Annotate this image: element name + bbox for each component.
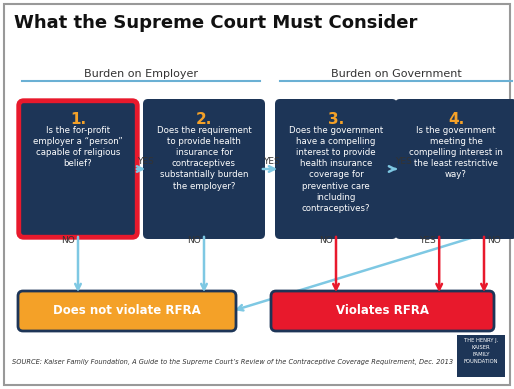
Text: 2.: 2. [196, 112, 212, 127]
Text: 3.: 3. [328, 112, 344, 127]
Text: Does the requirement
to provide health
insurance for
contraceptives
substantiall: Does the requirement to provide health i… [157, 126, 251, 191]
FancyBboxPatch shape [19, 101, 137, 237]
Text: YES: YES [419, 236, 436, 245]
FancyBboxPatch shape [275, 99, 397, 239]
Text: NO: NO [61, 236, 75, 245]
Text: NO: NO [487, 236, 501, 245]
Text: THE HENRY J.
KAISER
FAMILY
FOUNDATION: THE HENRY J. KAISER FAMILY FOUNDATION [464, 338, 498, 364]
Text: What the Supreme Court Must Consider: What the Supreme Court Must Consider [14, 14, 417, 32]
FancyBboxPatch shape [4, 4, 510, 385]
Text: YES: YES [395, 157, 412, 166]
Text: Is the for-profit
employer a “person”
capable of religious
belief?: Is the for-profit employer a “person” ca… [33, 126, 123, 168]
Text: YES: YES [137, 157, 154, 166]
Text: Burden on Government: Burden on Government [331, 69, 462, 79]
FancyBboxPatch shape [18, 291, 236, 331]
Text: NO: NO [187, 236, 201, 245]
Text: NO: NO [319, 236, 333, 245]
FancyBboxPatch shape [395, 99, 514, 239]
Text: YES: YES [263, 157, 280, 166]
Text: Violates RFRA: Violates RFRA [336, 305, 429, 317]
FancyBboxPatch shape [143, 99, 265, 239]
Text: 4.: 4. [448, 112, 464, 127]
Text: SOURCE: Kaiser Family Foundation, A Guide to the Supreme Court’s Review of the C: SOURCE: Kaiser Family Foundation, A Guid… [12, 359, 453, 365]
Text: Is the government
meeting the
compelling interest in
the least restrictive
way?: Is the government meeting the compelling… [409, 126, 503, 179]
Text: Does not violate RFRA: Does not violate RFRA [53, 305, 201, 317]
FancyBboxPatch shape [457, 335, 505, 377]
Text: Burden on Employer: Burden on Employer [84, 69, 198, 79]
Text: Does the government
have a compelling
interest to provide
health insurance
cover: Does the government have a compelling in… [289, 126, 383, 213]
Text: 1.: 1. [70, 112, 86, 127]
FancyBboxPatch shape [271, 291, 494, 331]
